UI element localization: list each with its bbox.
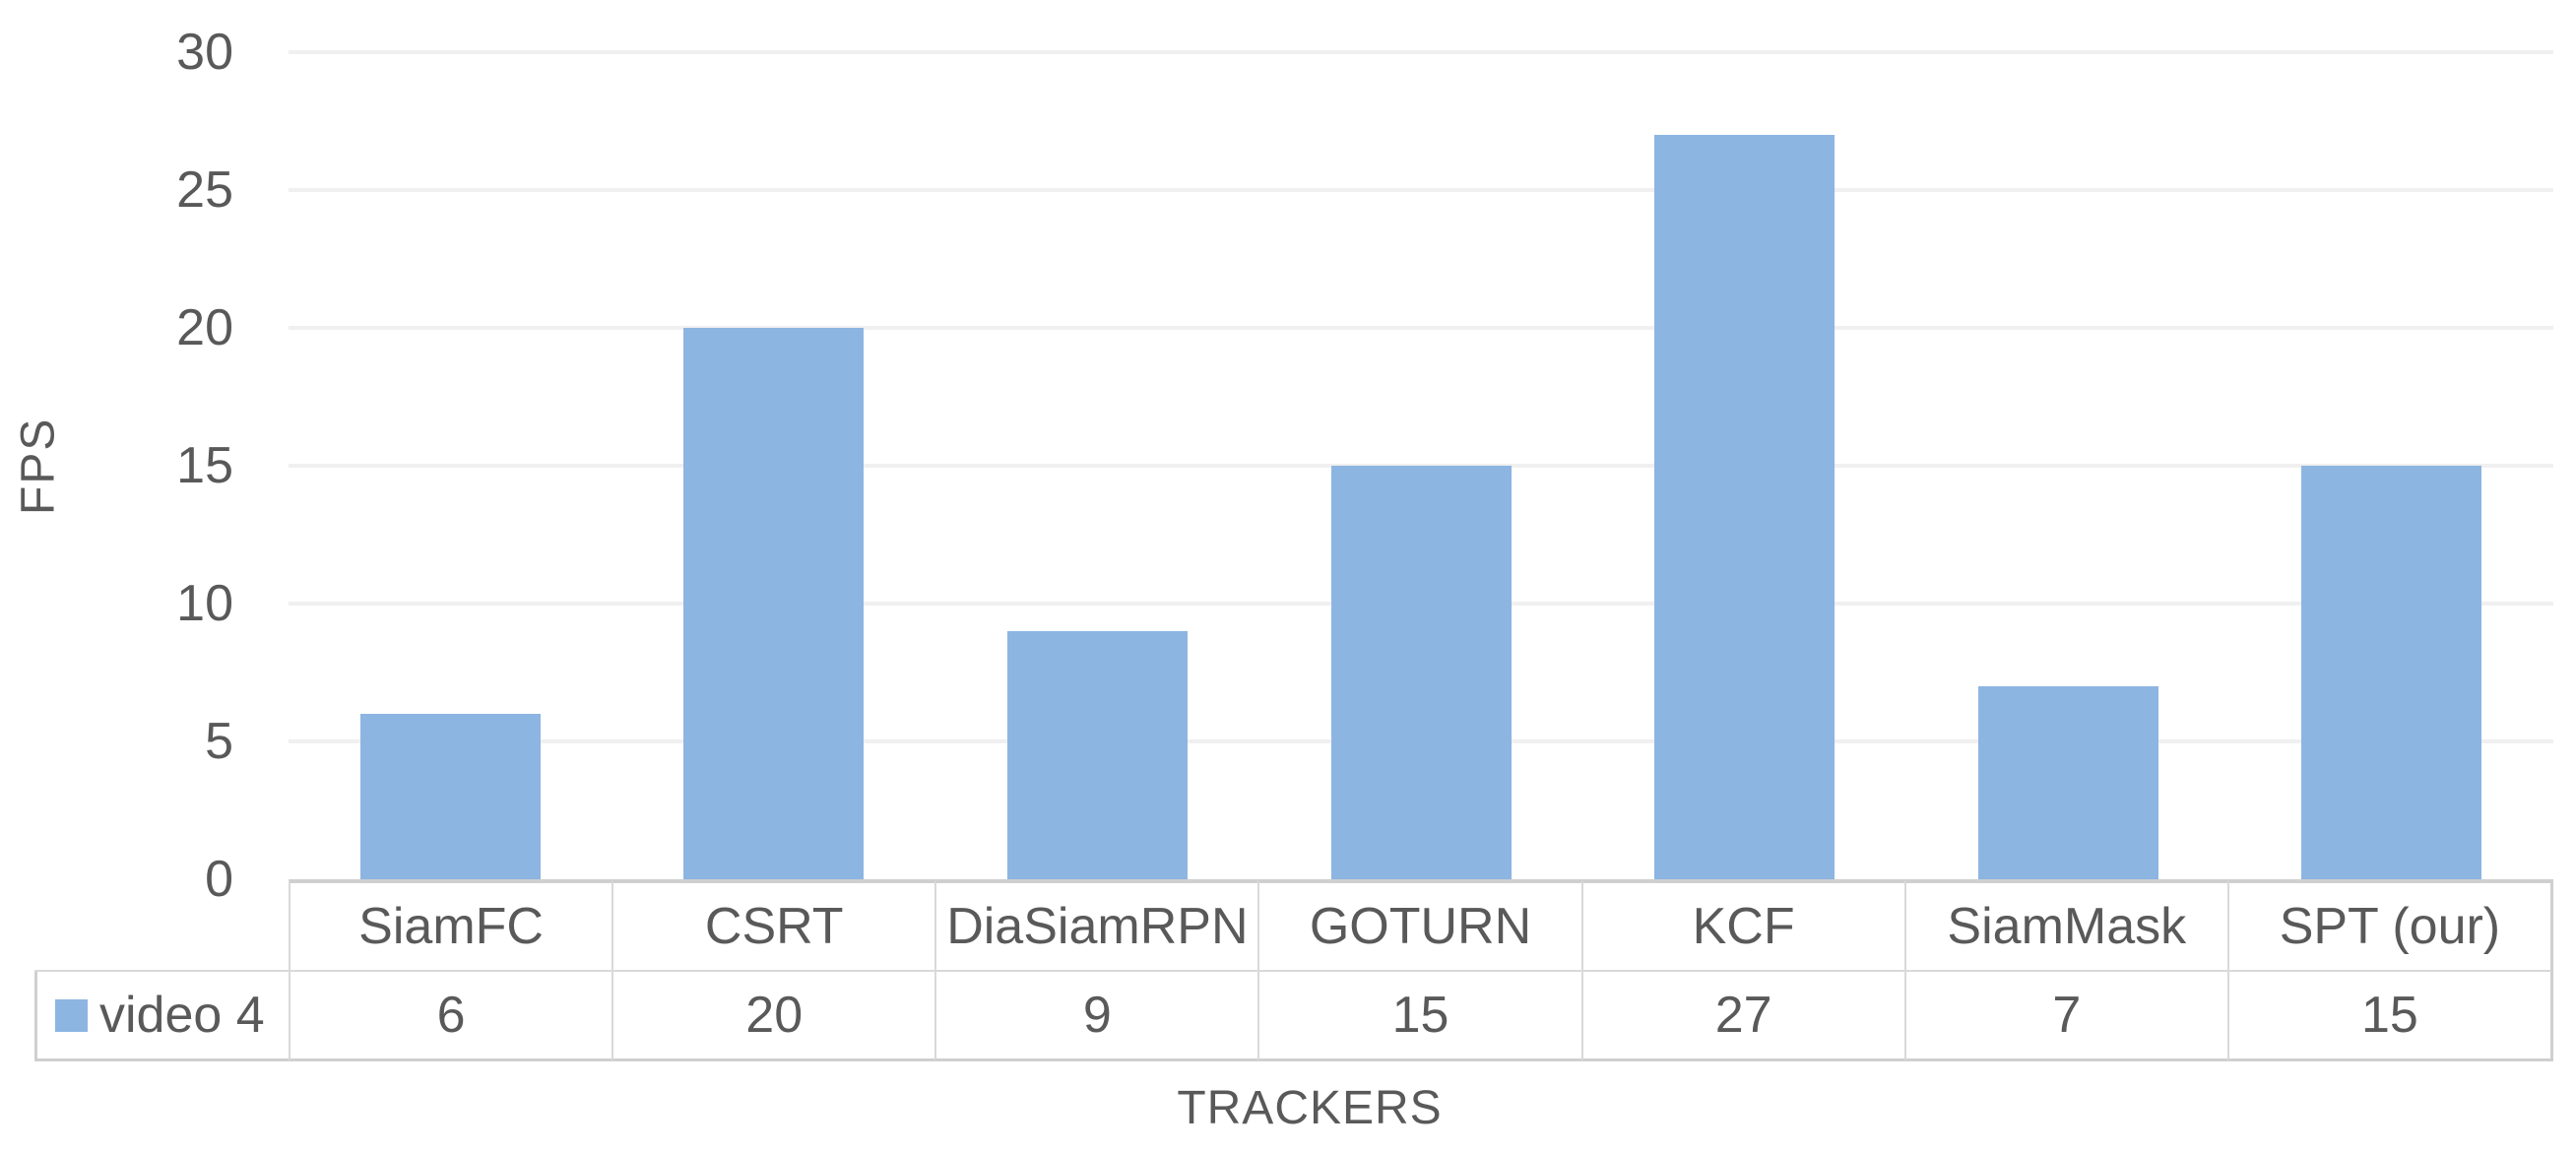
table-corner-spacer: [34, 879, 289, 972]
y-tick-label-0: 0: [205, 851, 233, 908]
value-cell-siamfc: 6: [289, 972, 612, 1061]
value-cell-siammask: 7: [1903, 972, 2227, 1061]
value-row: video 4 6 20 9 15 27 7 15: [34, 972, 2553, 1061]
y-tick-label-15: 15: [176, 437, 233, 494]
gridline-20: [289, 326, 2553, 330]
bar-diasiamrpn: [1006, 631, 1188, 879]
category-header-csrt: CSRT: [612, 879, 935, 972]
legend-label: video 4: [99, 987, 265, 1044]
category-header-siamfc: SiamFC: [289, 879, 612, 972]
value-cell-diasiamrpn: 9: [934, 972, 1258, 1061]
y-tick-label-25: 25: [176, 161, 233, 219]
category-header-siammask: SiamMask: [1903, 879, 2227, 972]
bar-kcf: [1654, 135, 1835, 879]
bar-csrt: [683, 328, 865, 879]
value-cell-goturn: 15: [1257, 972, 1581, 1061]
category-header-row: SiamFC CSRT DiaSiamRPN GOTURN KCF SiamMask SPT…: [34, 879, 2553, 972]
value-cell-csrt: 20: [612, 972, 935, 1061]
bar-spt-our: [2301, 466, 2482, 879]
legend-swatch-icon: [55, 998, 88, 1032]
x-axis-title: TRACKERS: [1177, 1082, 1443, 1134]
value-cell-spt-our: 15: [2226, 972, 2553, 1061]
category-header-diasiamrpn: DiaSiamRPN: [934, 879, 1258, 972]
y-tick-label-10: 10: [176, 575, 233, 632]
category-header-kcf: KCF: [1580, 879, 1904, 972]
bar-goturn: [1330, 466, 1512, 879]
bar-siamfc: [359, 714, 541, 879]
legend: video 4: [34, 972, 289, 1061]
y-tick-label-5: 5: [205, 713, 233, 770]
gridline-25: [289, 188, 2553, 192]
category-header-spt-our: SPT (our): [2226, 879, 2553, 972]
y-tick-label-30: 30: [176, 24, 233, 81]
gridline-30: [289, 50, 2553, 54]
data-table: SiamFC CSRT DiaSiamRPN GOTURN KCF SiamMask SPT…: [34, 879, 2553, 1061]
bar-siammask: [1977, 686, 2158, 879]
y-tick-label-20: 20: [176, 299, 233, 356]
category-header-goturn: GOTURN: [1257, 879, 1581, 972]
value-cell-kcf: 27: [1580, 972, 1904, 1061]
